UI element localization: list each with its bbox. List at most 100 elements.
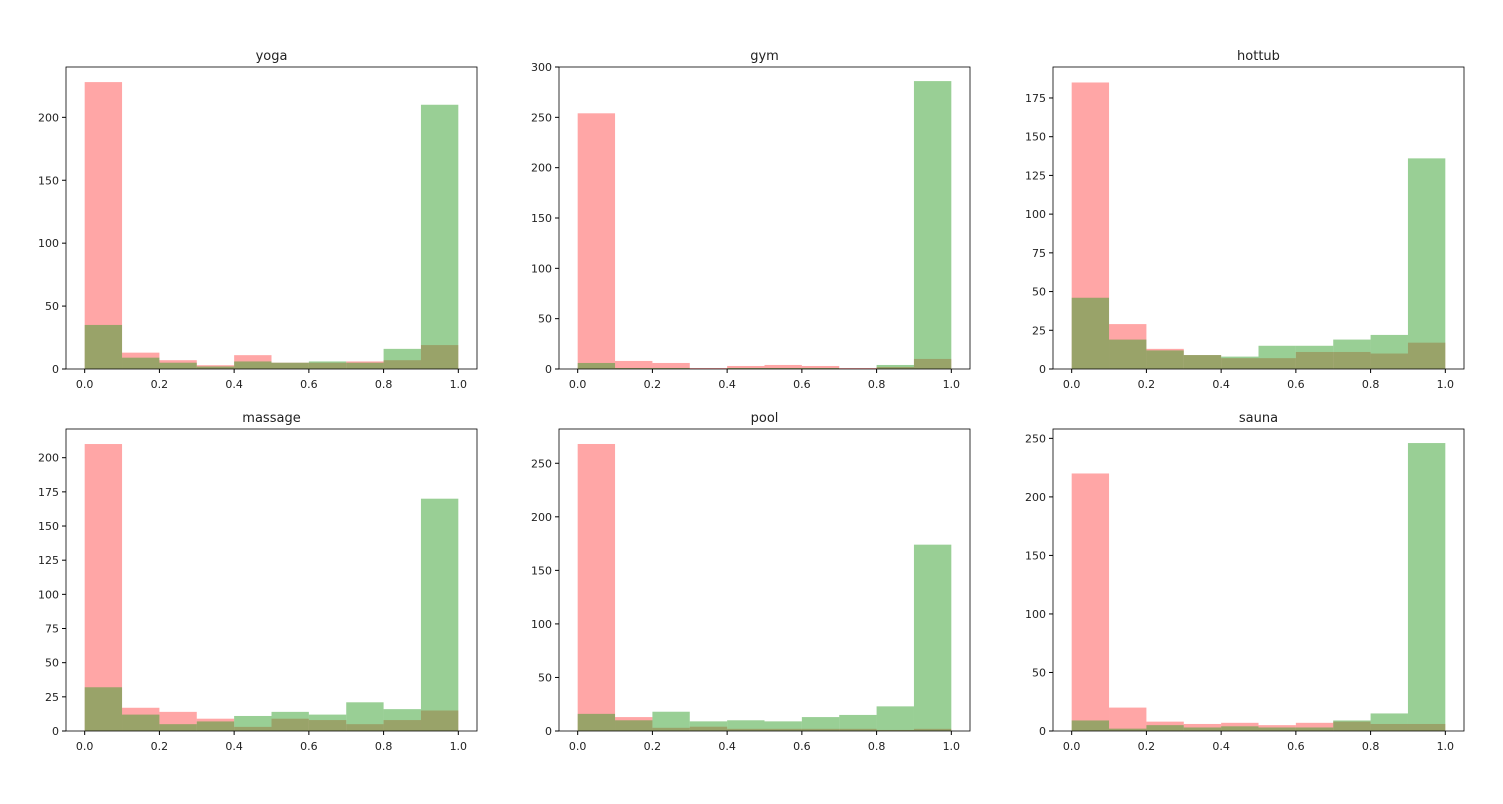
y-tick-label: 150 [38, 520, 59, 533]
bar-s0-b2 [652, 362, 690, 369]
bar-s1-b1 [1109, 339, 1147, 369]
bar-s1-b6 [308, 714, 347, 731]
y-tick-label: 50 [538, 671, 552, 684]
x-tick-label: 0.2 [644, 740, 662, 753]
bar-s1-b2 [1146, 725, 1184, 731]
bar-s0-b7 [839, 367, 877, 369]
bar-s1-b5 [271, 362, 309, 369]
subplot-hottub: 0.0 0.2 0.4 0.6 0.8 1.0 0 25 50 75 100 125 150 175 hot… [1025, 49, 1465, 391]
bar-s1-b2 [1146, 350, 1184, 369]
bar-s1-b6 [801, 717, 840, 731]
axes-frame [1052, 66, 1465, 370]
y-tick-label: 150 [1025, 549, 1046, 562]
y-tick-label: 200 [38, 452, 59, 465]
bar-s1-b0 [577, 362, 616, 369]
bar-s1-b5 [1258, 727, 1296, 731]
y-tick-label: 50 [45, 300, 59, 313]
y-tick-label: 125 [38, 554, 59, 567]
y-tick-label: 125 [1025, 169, 1046, 182]
x-tick-label: 1.0 [1437, 378, 1455, 391]
x-tick-label: 0.6 [793, 378, 811, 391]
x-tick-label: 0.6 [1287, 378, 1305, 391]
bar-s1-b4 [234, 361, 272, 369]
y-tick-label: 25 [1032, 324, 1046, 337]
subplot-title: massage [242, 411, 300, 426]
bar-s1-b3 [1183, 355, 1222, 369]
bar-s0-b5 [764, 364, 802, 369]
bar-s1-b9 [1407, 158, 1446, 369]
bar-s1-b5 [1258, 345, 1296, 369]
bar-s1-b1 [1109, 728, 1147, 731]
bar-s1-b4 [727, 367, 765, 369]
bar-s1-b5 [764, 721, 802, 731]
x-tick-label: 0.0 [1063, 740, 1081, 753]
bar-s1-b4 [727, 720, 765, 731]
bar-s0-b0 [84, 82, 123, 369]
bar-s1-b8 [876, 364, 914, 369]
x-tick-label: 1.0 [943, 378, 961, 391]
x-tick-label: 0.4 [1212, 740, 1230, 753]
bar-s1-b8 [1370, 713, 1408, 731]
subplot-title: sauna [1239, 411, 1278, 426]
x-tick-label: 0.8 [1362, 740, 1380, 753]
subplot-title: yoga [256, 49, 288, 64]
x-tick-label: 0.2 [1138, 740, 1156, 753]
x-tick-label: 0.4 [718, 378, 736, 391]
bar-s1-b0 [84, 324, 123, 369]
bar-s0-b6 [801, 365, 840, 369]
subplot-title: hottub [1237, 49, 1280, 64]
bar-s0-b3 [689, 367, 728, 369]
y-tick-label: 100 [1025, 608, 1046, 621]
bar-s1-b8 [1370, 334, 1408, 369]
y-tick-label: 0 [52, 363, 59, 376]
x-tick-label: 0.6 [300, 378, 318, 391]
bar-s0-b1 [615, 360, 653, 369]
bar-s1-b5 [271, 711, 309, 731]
bar-s1-b2 [652, 367, 690, 369]
bar-s1-b6 [1295, 345, 1334, 369]
y-tick-label: 75 [1032, 247, 1046, 260]
y-tick-label: 75 [45, 623, 59, 636]
axes-frame [65, 428, 478, 732]
y-tick-label: 100 [1025, 208, 1046, 221]
y-tick-label: 100 [531, 262, 552, 275]
bar-s1-b2 [159, 724, 197, 731]
y-tick-label: 25 [45, 691, 59, 704]
y-tick-label: 100 [38, 237, 59, 250]
bar-s1-b4 [234, 715, 272, 731]
y-tick-label: 150 [1025, 131, 1046, 144]
bar-s1-b6 [308, 361, 347, 369]
x-tick-label: 0.8 [375, 740, 393, 753]
bar-s1-b5 [764, 367, 802, 369]
axes-frame [558, 66, 971, 370]
x-tick-label: 0.4 [718, 740, 736, 753]
subplot-title: pool [751, 411, 779, 426]
x-tick-label: 0.4 [1212, 378, 1230, 391]
bar-s1-b8 [876, 706, 914, 731]
x-tick-label: 1.0 [450, 378, 468, 391]
bar-s1-b9 [913, 544, 952, 731]
bar-s0-b0 [577, 113, 616, 369]
bar-s1-b2 [159, 362, 197, 369]
bar-s1-b1 [122, 357, 160, 369]
bar-s1-b3 [196, 721, 235, 731]
bar-s1-b1 [615, 720, 653, 731]
bar-s1-b7 [346, 362, 384, 369]
y-tick-label: 50 [45, 657, 59, 670]
x-tick-label: 0.2 [1138, 378, 1156, 391]
x-tick-label: 0.2 [644, 378, 662, 391]
bar-s1-b6 [801, 367, 840, 369]
x-tick-label: 0.2 [151, 740, 169, 753]
x-tick-label: 0.0 [76, 740, 94, 753]
axes-frame [65, 66, 478, 370]
bar-s1-b3 [196, 366, 235, 369]
bar-s1-b8 [383, 709, 421, 731]
bar-s1-b0 [84, 687, 123, 731]
y-tick-label: 150 [531, 212, 552, 225]
x-tick-label: 0.2 [151, 378, 169, 391]
bar-s1-b0 [1071, 297, 1110, 369]
x-tick-label: 0.8 [375, 378, 393, 391]
y-tick-label: 250 [1025, 432, 1046, 445]
x-tick-label: 0.4 [225, 378, 243, 391]
